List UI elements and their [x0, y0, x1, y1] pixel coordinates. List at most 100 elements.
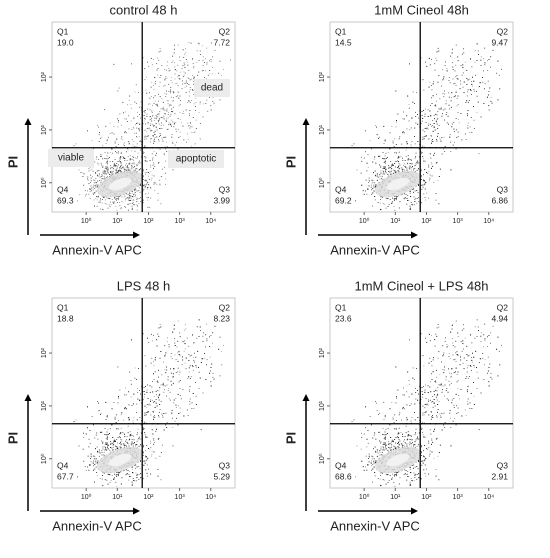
event-dot	[439, 98, 441, 100]
event-dot	[422, 158, 424, 160]
event-dot	[127, 425, 129, 427]
event-dot	[106, 449, 107, 451]
event-dot	[88, 167, 90, 169]
event-dot	[87, 178, 89, 180]
event-dot	[384, 140, 386, 142]
event-dot	[170, 91, 172, 93]
event-dot	[193, 103, 195, 105]
event-dot	[186, 83, 188, 84]
event-dot	[198, 388, 200, 389]
event-dot	[127, 104, 129, 106]
event-dot	[418, 148, 420, 150]
event-dot	[183, 62, 185, 64]
event-dot	[170, 353, 172, 354]
event-dot	[153, 373, 154, 375]
event-dot	[133, 163, 135, 165]
event-dot	[152, 135, 154, 137]
event-dot	[210, 381, 212, 383]
event-dot	[153, 167, 154, 169]
event-dot	[444, 93, 446, 95]
event-dot	[146, 391, 148, 393]
event-dot	[164, 136, 166, 138]
event-dot	[382, 173, 384, 175]
event-dot	[121, 124, 122, 126]
event-dot	[152, 159, 153, 161]
event-dot	[423, 422, 425, 424]
event-dot	[151, 174, 153, 176]
event-dot	[398, 156, 400, 158]
event-dot	[146, 445, 148, 446]
event-dot	[427, 109, 429, 111]
event-dot	[133, 161, 135, 163]
event-dot	[111, 132, 113, 134]
event-dot	[442, 69, 444, 71]
event-dot	[382, 168, 384, 169]
event-dot	[155, 123, 157, 124]
event-dot	[158, 123, 160, 125]
event-dot	[435, 105, 437, 107]
event-dot	[179, 131, 181, 133]
event-dot	[395, 166, 396, 168]
annotation-box	[48, 149, 94, 167]
event-dot	[150, 138, 152, 140]
event-dot	[154, 165, 156, 167]
event-dot	[438, 125, 440, 126]
event-dot	[366, 170, 368, 172]
event-dot	[116, 414, 118, 416]
event-dot	[162, 416, 164, 418]
event-dot	[97, 462, 98, 463]
event-dot	[131, 168, 133, 170]
event-dot	[177, 367, 179, 369]
event-dot	[118, 196, 119, 198]
event-dot	[136, 412, 137, 413]
event-dot	[75, 419, 77, 421]
event-dot	[157, 105, 159, 107]
event-dot	[477, 101, 479, 103]
event-dot	[153, 142, 154, 144]
event-dot	[172, 60, 174, 62]
event-dot	[482, 81, 484, 83]
event-dot	[134, 377, 136, 379]
event-dot	[223, 68, 224, 70]
event-dot	[150, 362, 152, 364]
event-dot	[392, 172, 394, 174]
event-dot	[168, 344, 170, 346]
event-dot	[116, 200, 117, 201]
event-dot	[158, 399, 160, 401]
event-dot	[182, 341, 184, 343]
event-dot	[394, 138, 396, 140]
event-dot	[174, 69, 176, 70]
event-dot	[420, 176, 422, 178]
event-dot	[135, 472, 137, 474]
event-dot	[146, 188, 148, 190]
event-dot	[156, 63, 158, 65]
event-dot	[121, 167, 123, 169]
event-dot	[135, 132, 137, 134]
event-dot	[159, 393, 161, 395]
event-dot	[408, 200, 410, 201]
event-dot	[149, 404, 151, 406]
event-dot	[392, 201, 393, 203]
event-dot	[385, 170, 386, 172]
event-dot	[205, 58, 207, 60]
event-dot	[132, 478, 134, 479]
event-dot	[191, 408, 193, 409]
event-dot	[418, 185, 419, 186]
event-dot	[157, 396, 159, 398]
event-dot	[480, 116, 482, 118]
event-dot	[117, 144, 119, 145]
event-dot	[189, 101, 191, 103]
event-dot	[418, 197, 419, 199]
event-dot	[137, 156, 138, 158]
event-dot	[429, 153, 431, 155]
event-dot	[154, 417, 156, 418]
event-dot	[131, 192, 133, 194]
event-dot	[455, 117, 457, 119]
event-dot	[389, 167, 391, 169]
event-dot	[142, 152, 144, 154]
event-dot	[113, 441, 114, 443]
event-dot	[204, 353, 205, 354]
event-dot	[166, 369, 168, 371]
event-dot	[449, 82, 451, 84]
